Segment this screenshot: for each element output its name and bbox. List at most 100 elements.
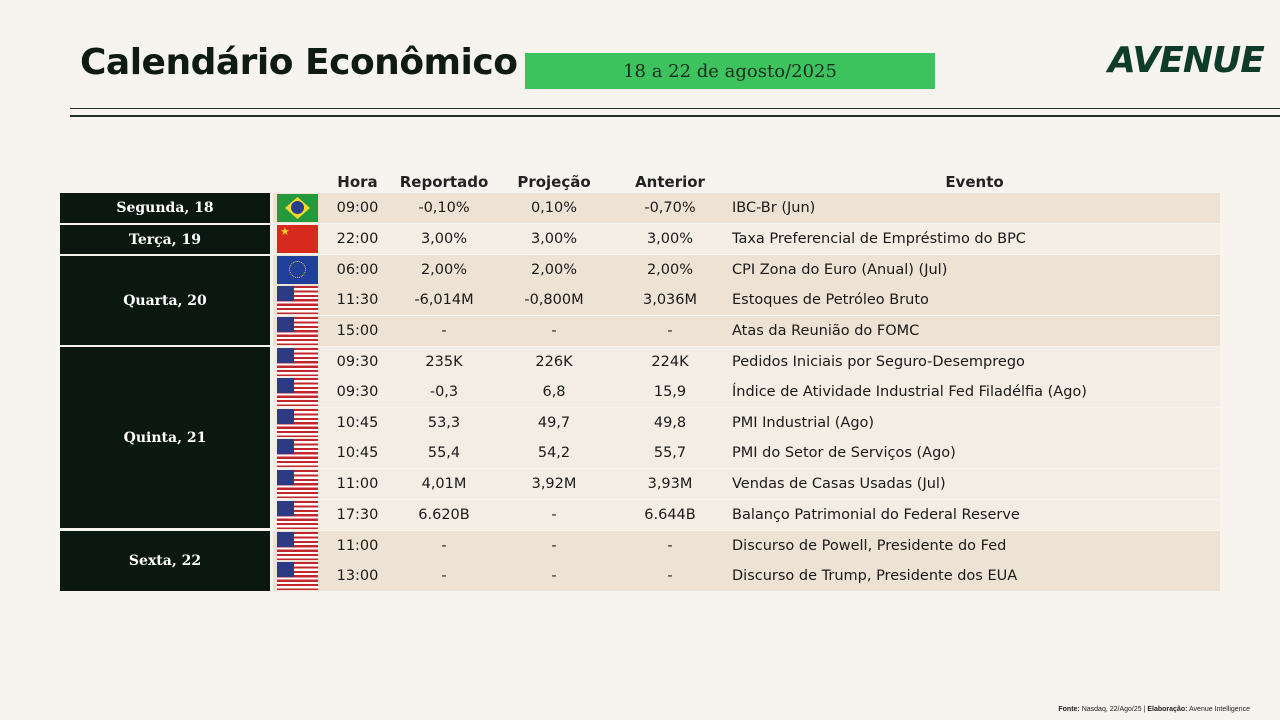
- cell-anterior: 224K: [651, 354, 689, 370]
- table-row: ★ 22:00 3,00% 3,00% 3,00% Taxa Preferencial d…: [273, 224, 1220, 254]
- cell-hora: 15:00: [336, 323, 379, 339]
- footer-fonte-label: Fonte:: [1058, 706, 1080, 713]
- cell-projecao: -0,800M: [524, 292, 584, 308]
- cell-evento: Vendas de Casas Usadas (Jul): [732, 476, 946, 492]
- cell-hora: 17:30: [336, 507, 379, 523]
- column-header-anterior: Anterior: [635, 173, 705, 191]
- cell-evento: Discurso de Trump, Presidente dos EUA: [732, 568, 1018, 584]
- us-flag-icon: [277, 378, 318, 406]
- cell-projecao: 0,10%: [530, 200, 578, 216]
- avenue-logo: AVENUE: [1108, 40, 1265, 81]
- cell-reportado: 2,00%: [420, 262, 468, 278]
- page-title: Calendário Econômico: [80, 42, 518, 83]
- cell-reportado: 3,00%: [420, 231, 468, 247]
- eu-flag-icon: [277, 256, 318, 284]
- header-divider-bottom: [70, 115, 1280, 117]
- cell-anterior: 3,93M: [647, 476, 693, 492]
- cell-projecao: 6,8: [542, 384, 566, 400]
- cell-hora: 09:00: [336, 200, 379, 216]
- table-row: 10:45 55,4 54,2 55,7 PMI do Setor de Serviço…: [273, 438, 1220, 468]
- cell-hora: 11:00: [336, 538, 379, 554]
- cell-anterior: 15,9: [653, 384, 687, 400]
- day-cell-quarta: Quarta, 20: [60, 256, 270, 345]
- us-flag-icon: [277, 532, 318, 560]
- us-flag-icon: [277, 501, 318, 529]
- cell-evento: Atas da Reunião do FOMC: [732, 323, 920, 339]
- cell-hora: 09:30: [336, 384, 379, 400]
- cell-anterior: -0,70%: [644, 200, 696, 216]
- footer-elaboracao-value: Avenue Intelligence: [1189, 706, 1250, 713]
- table-row: 10:45 53,3 49,7 49,8 PMI Industrial (Ago): [273, 408, 1220, 438]
- cell-reportado: 6.620B: [418, 507, 470, 523]
- day-cell-quinta: Quinta, 21: [60, 347, 270, 528]
- cell-anterior: 55,7: [653, 445, 687, 461]
- cell-hora: 11:00: [336, 476, 379, 492]
- table-row: 17:30 6.620B - 6.644B Balanço Patrimonial do…: [273, 500, 1220, 530]
- day-cell-terca: Terça, 19: [60, 225, 270, 254]
- column-header-reportado: Reportado: [399, 173, 489, 191]
- cell-hora: 13:00: [336, 568, 379, 584]
- cell-hora: 09:30: [336, 354, 379, 370]
- cell-projecao: 49,7: [537, 415, 571, 431]
- us-flag-icon: [277, 348, 318, 376]
- cell-anterior: 49,8: [653, 415, 687, 431]
- cell-hora: 22:00: [336, 231, 379, 247]
- table-row: 13:00 - - - Discurso de Trump, Presidente do…: [273, 561, 1220, 591]
- cell-projecao: 54,2: [537, 445, 571, 461]
- cell-anterior: 3,00%: [646, 231, 694, 247]
- cell-reportado: -0,10%: [418, 200, 470, 216]
- cell-projecao: -: [551, 323, 557, 339]
- day-cell-sexta: Sexta, 22: [60, 531, 270, 591]
- cell-evento: PMI Industrial (Ago): [732, 415, 875, 431]
- brazil-flag-icon: [277, 194, 318, 222]
- cell-reportado: 235K: [425, 354, 463, 370]
- table-row: 09:30 -0,3 6,8 15,9 Índice de Atividade Indu…: [273, 377, 1220, 407]
- cell-reportado: -0,3: [429, 384, 459, 400]
- us-flag-icon: [277, 317, 318, 345]
- cell-evento: Discurso de Powell, Presidente do Fed: [732, 538, 1007, 554]
- cell-projecao: 2,00%: [530, 262, 578, 278]
- cell-evento: CPI Zona do Euro (Anual) (Jul): [732, 262, 948, 278]
- cell-projecao: -: [551, 538, 557, 554]
- table-row: 11:00 - - - Discurso de Powell, Presidente d…: [273, 531, 1220, 561]
- table-row: 11:30 -6,014M -0,800M 3,036M Estoques de Pet…: [273, 285, 1220, 315]
- cell-projecao: 3,00%: [530, 231, 578, 247]
- cell-hora: 06:00: [336, 262, 379, 278]
- day-cell-segunda: Segunda, 18: [60, 193, 270, 223]
- table-row: 15:00 - - - Atas da Reunião do FOMC: [273, 316, 1220, 346]
- china-flag-icon: ★: [277, 225, 318, 253]
- us-flag-icon: [277, 562, 318, 590]
- cell-evento: Índice de Atividade Industrial Fed Filad…: [732, 384, 1087, 400]
- cell-reportado: 53,3: [427, 415, 461, 431]
- cell-anterior: 3,036M: [642, 292, 698, 308]
- cell-reportado: -: [441, 323, 447, 339]
- cell-reportado: 4,01M: [421, 476, 467, 492]
- footer-elaboracao-label: Elaboração:: [1147, 706, 1188, 713]
- cell-anterior: -: [667, 323, 673, 339]
- cell-anterior: 6.644B: [644, 507, 696, 523]
- table-row: 09:30 235K 226K 224K Pedidos Iniciais por Se…: [273, 347, 1220, 377]
- cell-anterior: -: [667, 538, 673, 554]
- us-flag-icon: [277, 439, 318, 467]
- cell-evento: Taxa Preferencial de Empréstimo do BPC: [732, 231, 1026, 247]
- cell-projecao: -: [551, 568, 557, 584]
- table-row: 06:00 2,00% 2,00% 2,00% CPI Zona do Euro (An…: [273, 255, 1220, 285]
- cell-projecao: 226K: [535, 354, 573, 370]
- cell-anterior: 2,00%: [646, 262, 694, 278]
- footer-source: Fonte: Nasdaq, 22/Ago/25 | Elaboração: A…: [1058, 706, 1250, 713]
- cell-evento: IBC-Br (Jun): [732, 200, 816, 216]
- footer-fonte-value: Nasdaq, 22/Ago/25 |: [1081, 706, 1146, 713]
- cell-hora: 10:45: [336, 415, 379, 431]
- cell-reportado: -6,014M: [414, 292, 474, 308]
- column-header-projecao: Projeção: [517, 173, 591, 191]
- table-row: 09:00 -0,10% 0,10% -0,70% IBC-Br (Jun): [273, 193, 1220, 223]
- cell-reportado: -: [441, 568, 447, 584]
- date-range-badge: 18 a 22 de agosto/2025: [525, 53, 935, 89]
- cell-hora: 10:45: [336, 445, 379, 461]
- header-divider-top: [70, 108, 1280, 109]
- cell-reportado: -: [441, 538, 447, 554]
- table-row: 11:00 4,01M 3,92M 3,93M Vendas de Casas Usad…: [273, 469, 1220, 499]
- cell-projecao: -: [551, 507, 557, 523]
- cell-evento: PMI do Setor de Serviços (Ago): [732, 445, 956, 461]
- column-header-hora: Hora: [337, 173, 378, 191]
